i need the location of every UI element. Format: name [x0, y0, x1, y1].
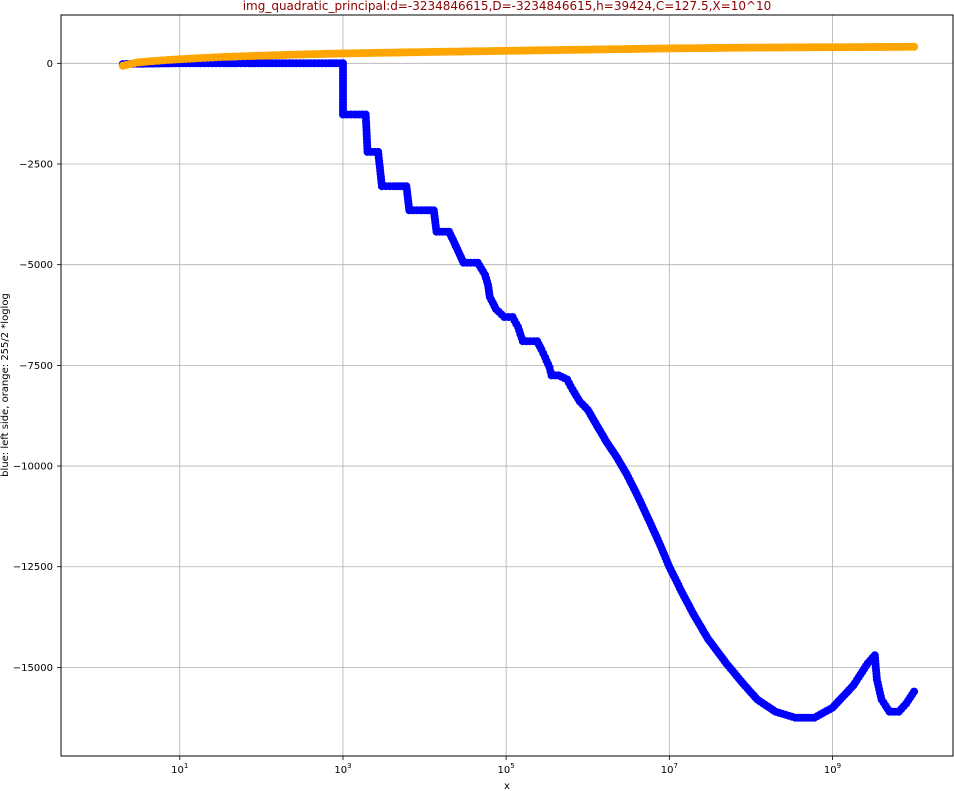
x-tick-label: 107: [661, 762, 678, 776]
x-tick-label: 103: [334, 762, 351, 776]
x-tick-label: 105: [498, 762, 515, 776]
axis-ticks: 101 103 105 107 109 0 −2500 −5000 −7500 −10000 −12…: [13, 59, 841, 776]
y-tick-label: −7500: [19, 361, 53, 372]
orange-series-point: [910, 42, 919, 51]
y-tick-label: −12500: [13, 562, 53, 573]
chart-title: img_quadratic_principal:d=-3234846615,D=…: [243, 0, 772, 13]
x-tick-label: 101: [171, 762, 188, 776]
y-tick-label: −10000: [13, 462, 53, 473]
y-tick-label: −15000: [13, 663, 53, 674]
grid-lines: [61, 15, 953, 756]
y-axis-label: blue: left side, orange: 255/2 *loglog: [0, 293, 11, 477]
y-tick-label: 0: [47, 59, 53, 70]
y-tick-label: −2500: [19, 160, 53, 171]
x-axis-label: x: [504, 781, 510, 791]
blue-series-point: [910, 687, 919, 696]
plot-frame: [60, 14, 954, 757]
data-points: [118, 42, 919, 722]
x-tick-label: 109: [824, 762, 841, 776]
y-tick-label: −5000: [19, 260, 53, 271]
